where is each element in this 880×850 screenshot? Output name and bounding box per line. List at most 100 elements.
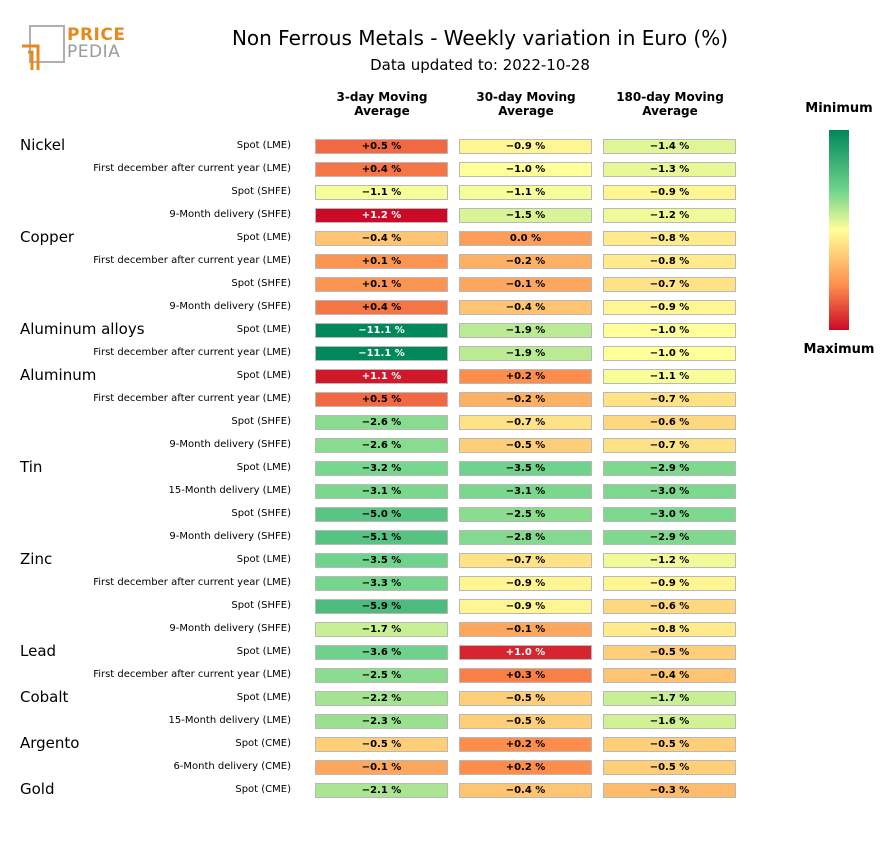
column-header-line: Average (642, 104, 698, 118)
heatmap-cell: −0.4 % (315, 231, 448, 246)
heatmap-cell: −0.2 % (459, 254, 592, 269)
heatmap-cell: −1.9 % (459, 346, 592, 361)
heatmap-cell: −11.1 % (315, 346, 448, 361)
row-label: First december after current year (LME) (93, 393, 291, 404)
row-label: Spot (SHFE) (231, 186, 291, 197)
heatmap-cell: −0.5 % (603, 737, 736, 752)
heatmap-cell: −2.5 % (315, 668, 448, 683)
heatmap-cell: −3.5 % (459, 461, 592, 476)
row-label: Spot (LME) (236, 554, 291, 565)
heatmap-cell: −1.1 % (603, 369, 736, 384)
row-label: Spot (CME) (235, 784, 291, 795)
row-label: 15-Month delivery (LME) (168, 715, 291, 726)
heatmap-cell: −2.6 % (315, 438, 448, 453)
row-label: Spot (SHFE) (231, 416, 291, 427)
logo-mark-icon (22, 25, 65, 70)
metal-group-label: Gold (20, 780, 55, 798)
heatmap-cell: −1.2 % (603, 553, 736, 568)
heatmap-cell: 0.0 % (459, 231, 592, 246)
metal-group-label: Aluminum alloys (20, 320, 145, 338)
row-label: First december after current year (LME) (93, 669, 291, 680)
metal-group-label: Nickel (20, 136, 66, 154)
heatmap-cell: +0.3 % (459, 668, 592, 683)
heatmap-cell: −3.6 % (315, 645, 448, 660)
heatmap-cell: −11.1 % (315, 323, 448, 338)
heatmap-cell: −0.7 % (459, 415, 592, 430)
heatmap-cell: −2.9 % (603, 530, 736, 545)
heatmap-cell: −0.5 % (459, 691, 592, 706)
heatmap-cell: −1.1 % (459, 185, 592, 200)
heatmap-cell: −0.9 % (459, 576, 592, 591)
row-label: Spot (LME) (236, 462, 291, 473)
heatmap-cell: −1.7 % (603, 691, 736, 706)
heatmap-cell: −0.7 % (603, 438, 736, 453)
heatmap-cell: −0.9 % (603, 185, 736, 200)
heatmap-cell: −1.6 % (603, 714, 736, 729)
column-header-line: 180-day Moving (616, 90, 724, 104)
heatmap-cell: −3.1 % (315, 484, 448, 499)
heatmap-cell: −3.0 % (603, 484, 736, 499)
heatmap-cell: −0.7 % (603, 392, 736, 407)
column-header-3: 180-day Moving Average (595, 90, 745, 118)
heatmap-cell: −1.9 % (459, 323, 592, 338)
row-label: First december after current year (LME) (93, 347, 291, 358)
column-header-2: 30-day Moving Average (451, 90, 601, 118)
heatmap-cell: −0.8 % (603, 254, 736, 269)
heatmap-cell: −0.4 % (603, 668, 736, 683)
heatmap-cell: −0.7 % (603, 277, 736, 292)
heatmap-cell: −1.5 % (459, 208, 592, 223)
heatmap-cell: −3.2 % (315, 461, 448, 476)
legend-maximum-label: Maximum (803, 342, 875, 357)
heatmap-cell: +0.1 % (315, 254, 448, 269)
heatmap-cell: −3.5 % (315, 553, 448, 568)
row-label: 6-Month delivery (CME) (173, 761, 291, 772)
heatmap-cell: −0.9 % (459, 139, 592, 154)
row-label: 15-Month delivery (LME) (168, 485, 291, 496)
heatmap-cell: +0.4 % (315, 300, 448, 315)
heatmap-cell: −0.4 % (459, 300, 592, 315)
heatmap-cell: +1.2 % (315, 208, 448, 223)
row-label: Spot (LME) (236, 370, 291, 381)
row-label: Spot (LME) (236, 646, 291, 657)
heatmap-cell: −0.6 % (603, 415, 736, 430)
metal-group-label: Zinc (20, 550, 53, 568)
heatmap-cell: −0.6 % (603, 599, 736, 614)
heatmap-cell: −0.8 % (603, 231, 736, 246)
heatmap-cell: −5.9 % (315, 599, 448, 614)
heatmap-cell: +1.0 % (459, 645, 592, 660)
heatmap-cell: −3.0 % (603, 507, 736, 522)
row-label: First december after current year (LME) (93, 255, 291, 266)
heatmap-cell: −1.3 % (603, 162, 736, 177)
heatmap-cell: −2.1 % (315, 783, 448, 798)
heatmap-cell: +0.4 % (315, 162, 448, 177)
heatmap-cell: −3.3 % (315, 576, 448, 591)
heatmap-cell: −2.3 % (315, 714, 448, 729)
heatmap-cell: +0.5 % (315, 392, 448, 407)
row-label: Spot (LME) (236, 140, 291, 151)
heatmap-cell: −0.2 % (459, 392, 592, 407)
row-label: Spot (SHFE) (231, 600, 291, 611)
heatmap-cell: −5.0 % (315, 507, 448, 522)
heatmap-cell: −1.2 % (603, 208, 736, 223)
chart-subtitle: Data updated to: 2022-10-28 (370, 56, 590, 74)
heatmap-cell: −2.9 % (603, 461, 736, 476)
heatmap-cell: −2.5 % (459, 507, 592, 522)
heatmap-cell: −0.5 % (603, 760, 736, 775)
heatmap-cell: −0.9 % (459, 599, 592, 614)
heatmap-cell: −1.0 % (459, 162, 592, 177)
heatmap-cell: −0.1 % (459, 277, 592, 292)
heatmap-cell: −5.1 % (315, 530, 448, 545)
heatmap-cell: −0.5 % (459, 438, 592, 453)
pricepedia-logo: PRICE PEDIA (20, 24, 130, 74)
metal-group-label: Tin (20, 458, 43, 476)
row-label: 9-Month delivery (SHFE) (169, 301, 291, 312)
row-label: 9-Month delivery (SHFE) (169, 623, 291, 634)
row-label: Spot (SHFE) (231, 278, 291, 289)
heatmap-cell: +0.1 % (315, 277, 448, 292)
row-label: 9-Month delivery (SHFE) (169, 531, 291, 542)
logo-text-pedia: PEDIA (67, 42, 121, 62)
heatmap-cell: −0.1 % (459, 622, 592, 637)
heatmap-cell: −0.5 % (603, 645, 736, 660)
legend-color-bar (829, 130, 849, 330)
heatmap-cell: −0.5 % (459, 714, 592, 729)
